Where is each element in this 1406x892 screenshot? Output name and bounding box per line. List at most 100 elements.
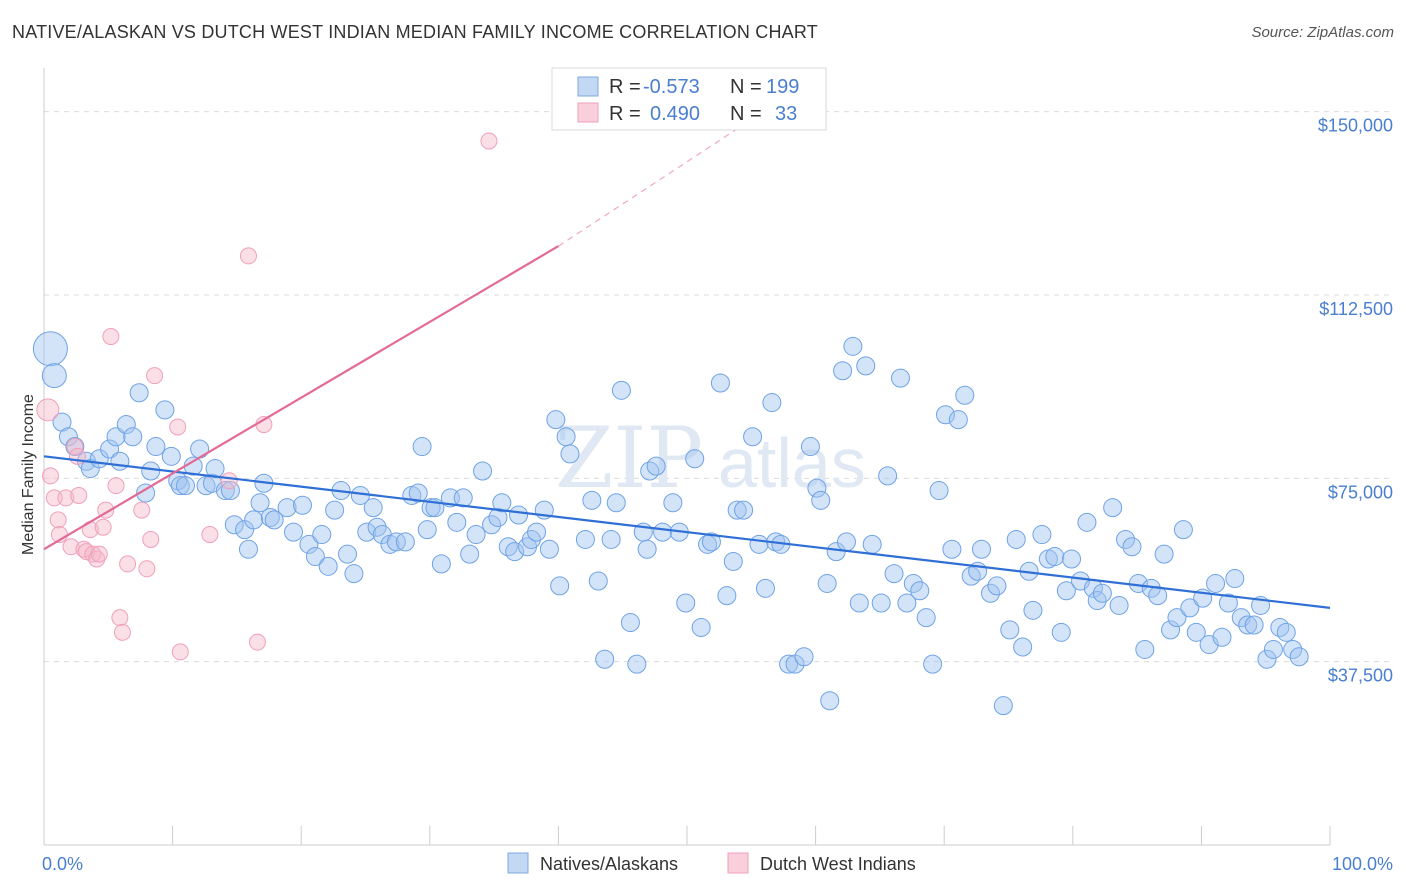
natives-point bbox=[110, 451, 130, 471]
natives-point bbox=[1109, 595, 1129, 615]
natives-point bbox=[556, 427, 576, 447]
natives-point bbox=[1161, 620, 1181, 640]
natives-point bbox=[595, 649, 615, 669]
dutch-point bbox=[90, 545, 108, 563]
y-axis-label: Median Family Income bbox=[20, 394, 37, 555]
natives-point bbox=[993, 696, 1013, 716]
natives-point bbox=[395, 532, 415, 552]
natives-point bbox=[723, 551, 743, 571]
natives-point bbox=[862, 534, 882, 554]
natives-point bbox=[1062, 549, 1082, 569]
natives-point bbox=[100, 439, 120, 459]
natives-point bbox=[299, 534, 319, 554]
natives-point bbox=[820, 691, 840, 711]
natives-point bbox=[1263, 639, 1283, 659]
natives-point bbox=[817, 573, 837, 593]
dutch-point bbox=[57, 489, 75, 507]
natives-point bbox=[136, 483, 156, 503]
dutch-point bbox=[70, 486, 88, 504]
dutch-trend-line bbox=[43, 245, 559, 551]
natives-point bbox=[929, 481, 949, 501]
natives-point bbox=[849, 593, 869, 613]
natives-point bbox=[305, 547, 325, 567]
natives-point bbox=[1270, 617, 1290, 637]
natives-point bbox=[606, 493, 626, 513]
dutch-point bbox=[146, 367, 164, 385]
natives-point bbox=[482, 515, 502, 535]
natives-point bbox=[1167, 608, 1187, 628]
natives-point bbox=[1186, 622, 1206, 642]
natives-point bbox=[170, 476, 190, 496]
natives-point bbox=[890, 368, 910, 388]
natives-point bbox=[546, 410, 566, 430]
natives-point bbox=[755, 578, 775, 598]
natives-point bbox=[935, 405, 955, 425]
natives-point bbox=[363, 498, 383, 518]
dutch-point bbox=[201, 526, 219, 544]
natives-point bbox=[1045, 547, 1065, 567]
dutch-point bbox=[41, 467, 59, 485]
natives-point bbox=[1225, 569, 1245, 589]
natives-point bbox=[325, 500, 345, 520]
natives-point bbox=[509, 505, 529, 525]
natives-point bbox=[948, 410, 968, 430]
natives-point bbox=[916, 608, 936, 628]
bottom-legend-swatch-dutch bbox=[727, 852, 749, 874]
natives-point bbox=[250, 493, 270, 513]
natives-point bbox=[277, 498, 297, 518]
y-tick-label: $75,000 bbox=[1328, 482, 1393, 502]
natives-point bbox=[1283, 639, 1303, 659]
natives-point bbox=[762, 393, 782, 413]
natives-point bbox=[1289, 647, 1309, 667]
natives-point bbox=[58, 427, 78, 447]
y-tick-labels: $37,500 $75,000 $112,500 $150,000 bbox=[1318, 116, 1393, 686]
natives-point bbox=[1032, 525, 1052, 545]
natives-point bbox=[575, 529, 595, 549]
natives-point bbox=[190, 439, 210, 459]
natives-point bbox=[141, 461, 161, 481]
natives-point bbox=[807, 478, 827, 498]
dutch-point bbox=[113, 623, 131, 641]
natives-point bbox=[1077, 512, 1097, 532]
natives-point bbox=[653, 522, 673, 542]
natives-point bbox=[779, 654, 799, 674]
natives-point bbox=[676, 593, 696, 613]
natives-point bbox=[836, 532, 856, 552]
natives-point bbox=[466, 525, 486, 545]
natives-point bbox=[431, 554, 451, 574]
natives-point bbox=[505, 542, 525, 562]
dutch-point bbox=[36, 398, 60, 422]
natives-point bbox=[412, 437, 432, 457]
y-tick-label: $150,000 bbox=[1318, 116, 1393, 136]
natives-point bbox=[691, 617, 711, 637]
dutch-point bbox=[169, 418, 187, 436]
legend-r-value-1: -0.573 bbox=[643, 76, 700, 98]
natives-point bbox=[539, 539, 559, 559]
dutch-point bbox=[142, 530, 160, 548]
dutch-point bbox=[171, 643, 189, 661]
natives-point bbox=[1173, 520, 1193, 540]
natives-point bbox=[560, 444, 580, 464]
natives-point bbox=[215, 481, 235, 501]
x-tick-label: 100.0% bbox=[1332, 854, 1393, 874]
legend-r-label-1: R = bbox=[609, 76, 641, 98]
natives-point bbox=[640, 461, 660, 481]
natives-point bbox=[460, 544, 480, 564]
natives-point bbox=[417, 520, 437, 540]
y-tick-label: $112,500 bbox=[1319, 299, 1393, 319]
dutch-point bbox=[119, 555, 137, 573]
natives-point bbox=[743, 427, 763, 447]
dutch-point bbox=[138, 560, 156, 578]
natives-point bbox=[318, 556, 338, 576]
natives-point bbox=[550, 576, 570, 596]
natives-point bbox=[357, 522, 377, 542]
x-tick-labels: 0.0% 100.0% bbox=[42, 854, 1393, 874]
natives-point bbox=[453, 488, 473, 508]
natives-point bbox=[871, 593, 891, 613]
natives-point bbox=[155, 400, 175, 420]
natives-point bbox=[611, 380, 631, 400]
natives-point bbox=[473, 461, 493, 481]
natives-point bbox=[161, 446, 181, 466]
natives-point bbox=[1180, 598, 1200, 618]
